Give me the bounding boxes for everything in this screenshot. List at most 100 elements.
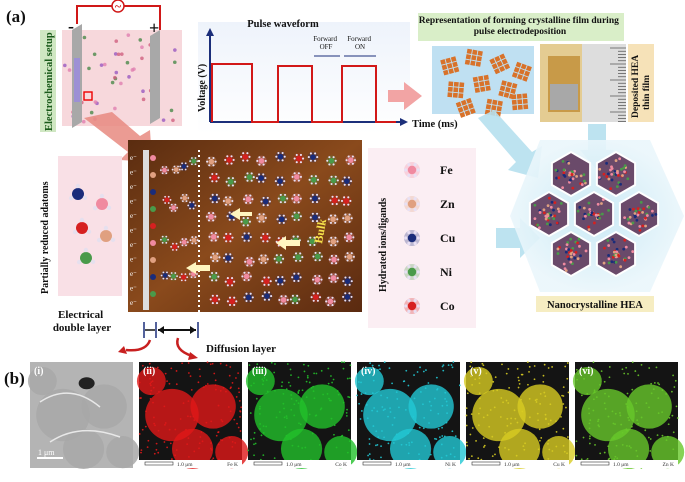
solvated-ion [342, 212, 353, 224]
signal-dot [285, 415, 288, 418]
signal-dot [673, 386, 676, 388]
signal-dot [427, 382, 430, 384]
signal-dot [380, 445, 382, 448]
pulse-trace [211, 63, 396, 123]
signal-dot [516, 367, 519, 370]
signal-dot [253, 431, 256, 434]
signal-dot [528, 397, 531, 400]
signal-dot [470, 361, 473, 364]
signal-dot [637, 374, 640, 377]
signal-dot [280, 385, 283, 388]
signal-dot [429, 409, 432, 412]
signal-dot [262, 425, 265, 428]
solvated-ion [260, 196, 271, 207]
signal-dot [333, 424, 336, 427]
deposited-label: Deposited HEA thin film [631, 53, 652, 118]
signal-dot [152, 416, 155, 419]
solvated-ion [258, 253, 269, 265]
signal-dot [259, 405, 261, 408]
signal-dot [506, 424, 509, 427]
signal-dot [604, 392, 606, 395]
bath-particle [114, 70, 119, 75]
crystallite-grain [472, 74, 491, 93]
signal-dot [469, 433, 472, 436]
signal-dot [327, 382, 330, 385]
crystallite-grain [511, 61, 532, 82]
signal-dot [148, 362, 151, 365]
signal-dot [247, 449, 250, 452]
bath-particle [110, 80, 115, 85]
signal-dot [275, 416, 278, 419]
signal-dot [675, 405, 678, 408]
signal-dot [149, 392, 152, 395]
deposited-film-photo [540, 44, 626, 122]
signal-dot [238, 400, 241, 402]
eds-map-numeral: (vi) [579, 366, 593, 377]
signal-dot [566, 452, 568, 455]
signal-dot [141, 428, 144, 431]
signal-dot [308, 381, 311, 384]
signal-dot [650, 392, 653, 395]
signal-dot [371, 364, 374, 367]
signal-dot [199, 375, 202, 378]
signal-dot [336, 390, 339, 392]
signal-dot [498, 446, 500, 449]
solvated-ion [206, 156, 217, 167]
solvated-ion [309, 193, 321, 204]
signal-dot [437, 427, 440, 430]
signal-dot [430, 404, 433, 407]
signal-dot [408, 444, 411, 447]
electron-label: e⁻ [130, 212, 137, 220]
crystallite-grain [440, 56, 460, 76]
signal-dot [566, 377, 569, 380]
bath-particle [126, 33, 131, 37]
signal-dot [308, 413, 311, 416]
grain-region [607, 428, 650, 470]
signal-dot [365, 403, 368, 406]
signal-dot [485, 372, 488, 375]
signal-dot [586, 392, 589, 395]
signal-dot [647, 436, 650, 439]
grain-region [106, 435, 140, 469]
signal-dot [199, 436, 202, 438]
signal-dot [575, 454, 578, 457]
grain-region [463, 366, 493, 396]
signal-dot [575, 368, 578, 371]
signal-dot [613, 458, 616, 460]
solvated-ion [187, 200, 197, 211]
adsorbed-ion [150, 274, 156, 280]
signal-dot [523, 448, 526, 451]
signal-dot [458, 384, 461, 387]
signal-dot [465, 407, 468, 410]
signal-dot [592, 409, 595, 412]
signal-dot [621, 431, 624, 434]
signal-dot [603, 451, 606, 454]
eds-map-3: (iii) 1.0 μm Co K [245, 361, 358, 470]
signal-dot [168, 382, 171, 385]
signal-dot [422, 427, 425, 430]
setup-label: Electrochemical setup [44, 32, 55, 131]
signal-dot [626, 392, 629, 395]
grain-region [245, 366, 275, 396]
signal-dot [625, 366, 628, 369]
solvated-ion [310, 291, 322, 303]
signal-dot [542, 380, 545, 383]
signal-dot [240, 406, 243, 409]
signal-dot [298, 422, 300, 425]
nanocrystal-grain [595, 150, 637, 198]
signal-dot [372, 379, 375, 382]
grain-region [498, 428, 541, 470]
nanocrystal-grain [595, 230, 637, 278]
signal-dot [500, 397, 503, 399]
signal-dot [603, 402, 606, 405]
signal-dot [404, 408, 407, 411]
signal-dot [441, 426, 443, 429]
signal-dot [333, 433, 335, 436]
signal-dot [153, 422, 156, 425]
signal-dot [672, 448, 675, 451]
signal-dot [278, 411, 281, 413]
signal-dot [239, 410, 242, 413]
waveform-bg [198, 22, 410, 134]
signal-dot [205, 384, 207, 387]
signal-dot [362, 372, 365, 375]
